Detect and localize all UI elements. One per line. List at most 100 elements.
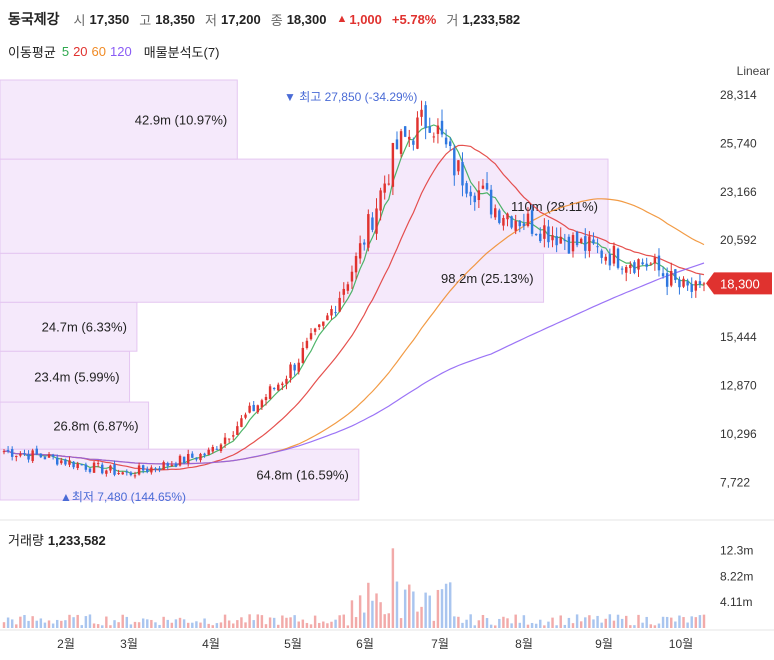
candle	[457, 160, 460, 172]
volume-bar	[358, 595, 362, 628]
volume-bar	[485, 618, 489, 628]
volume-bar	[494, 625, 497, 628]
quote-header: 동국제강 시 17,350 고 18,350 저 17,200 종 18,300…	[8, 8, 530, 30]
volume-bar	[567, 617, 571, 628]
candle	[661, 273, 665, 277]
volume-bar	[526, 624, 530, 628]
volume-bar	[518, 622, 522, 628]
volume-bar	[371, 600, 374, 628]
volume-panel-label: 거래량 1,233,582	[8, 530, 106, 549]
low-value: 17,200	[220, 11, 261, 27]
candle	[391, 142, 395, 187]
volume-bar	[6, 617, 10, 628]
candle	[248, 405, 251, 413]
candle	[539, 233, 542, 242]
y-tick-label: 23,166	[720, 185, 757, 199]
volume-bar	[2, 622, 6, 628]
candle	[424, 105, 427, 129]
ma-20[interactable]: 20	[73, 44, 88, 59]
volume-bar	[125, 616, 129, 628]
candle	[236, 426, 239, 435]
volume-profile-label: 26.8m (6.87%)	[53, 419, 138, 434]
volume-bar	[137, 622, 141, 628]
candle	[387, 183, 391, 185]
x-tick-label: 4월	[202, 637, 220, 651]
candle	[342, 288, 345, 295]
ma-5[interactable]: 5	[61, 44, 70, 59]
ma-120[interactable]: 120	[110, 44, 132, 59]
candle	[399, 131, 403, 154]
candle	[477, 190, 481, 201]
volume-bar	[84, 616, 88, 628]
volume-bar	[215, 623, 219, 628]
candle	[27, 453, 30, 460]
ma-label[interactable]: 이동평균	[8, 45, 56, 60]
candle	[162, 462, 165, 470]
x-tick-label: 3월	[120, 637, 138, 651]
candle	[256, 405, 260, 413]
candle	[485, 183, 489, 190]
volume-bar	[608, 614, 612, 628]
volume-bar	[686, 622, 689, 628]
volume-profile-label: 42.9m (10.97%)	[135, 113, 228, 128]
candle	[510, 216, 513, 228]
volume-bar	[227, 620, 231, 628]
candle	[289, 364, 292, 379]
candle	[92, 462, 96, 473]
volume-bar	[555, 625, 558, 628]
candle	[358, 243, 362, 259]
volume-profile-toggle[interactable]: 매물분석도(7)	[143, 45, 220, 60]
indicator-row: 이동평균 5 20 60 120 매물분석도(7)	[8, 42, 225, 61]
candle	[252, 404, 255, 412]
candle	[170, 464, 174, 466]
volume-bar	[522, 615, 526, 628]
volume-bar	[301, 619, 305, 628]
volume-bar	[661, 616, 665, 628]
candle	[489, 189, 493, 215]
triangle-up-icon: ▲	[336, 13, 348, 25]
x-tick-label: 7월	[431, 637, 449, 651]
candle	[559, 236, 562, 244]
volume-bar	[260, 615, 264, 628]
volume-profile-bar	[0, 401, 150, 450]
volume-bar	[510, 623, 513, 628]
volume-bar	[154, 622, 157, 628]
candle	[346, 284, 350, 291]
candle	[272, 388, 276, 390]
candle	[15, 455, 18, 458]
candle	[375, 208, 378, 234]
volume-bar	[502, 616, 505, 628]
candle	[338, 297, 341, 312]
low-label: 저	[205, 12, 217, 28]
candle	[330, 309, 333, 316]
volume-bar	[338, 615, 341, 628]
candle	[133, 475, 137, 477]
volume-bar	[178, 617, 182, 628]
candle	[416, 117, 419, 149]
volume-bar	[391, 548, 395, 628]
candle	[665, 273, 669, 287]
volume-profile-bar	[0, 79, 238, 160]
candle	[105, 470, 108, 474]
ma-60[interactable]: 60	[91, 44, 107, 59]
candle	[547, 226, 550, 243]
volume-bar	[248, 614, 251, 628]
volume-bar	[309, 624, 313, 628]
candle	[448, 141, 452, 147]
candle	[551, 235, 554, 241]
volume-bar	[35, 620, 38, 628]
volume-bar	[101, 625, 104, 628]
scale-toggle[interactable]: Linear	[736, 64, 770, 78]
candle	[76, 463, 79, 469]
candle	[277, 384, 280, 391]
volume-bar	[252, 620, 255, 628]
volume-bar	[539, 619, 542, 628]
volume-bar	[428, 595, 431, 628]
y-tick-label: 10,296	[720, 427, 757, 441]
candle	[506, 213, 509, 220]
volume-label: 거	[446, 12, 459, 28]
high-label: 고	[139, 12, 152, 28]
x-tick-label: 9월	[595, 637, 613, 651]
y-tick-label: 15,444	[720, 330, 757, 344]
